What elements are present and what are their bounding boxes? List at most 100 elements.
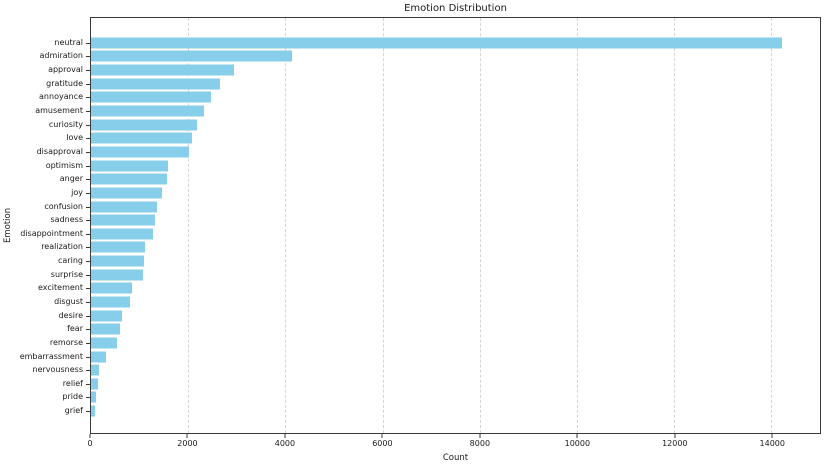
bar-row-joy: joy — [71, 186, 820, 200]
x-tick-label-10000: 10000 — [564, 439, 591, 448]
category-label-confusion: confusion — [44, 201, 83, 211]
bar-disappointment — [91, 228, 153, 240]
y-tick-mark — [86, 233, 90, 235]
bar-row-neutral: neutral — [54, 36, 820, 50]
bar-row-sadness: sadness — [51, 213, 820, 227]
y-tick-mark — [86, 301, 90, 303]
category-label-fear: fear — [67, 324, 83, 334]
y-tick-mark — [86, 124, 90, 126]
gridline — [285, 18, 287, 433]
bar-row-fear: fear — [67, 322, 820, 336]
y-tick-mark — [86, 138, 90, 140]
gridlines-layer — [91, 18, 820, 433]
bar-embarrassment — [91, 351, 106, 363]
x-tick-label-6000: 6000 — [372, 439, 393, 448]
category-label-joy: joy — [71, 187, 83, 197]
bar-row-love: love — [66, 131, 820, 145]
category-label-nervousness: nervousness — [32, 365, 83, 375]
category-label-disapproval: disapproval — [36, 146, 83, 156]
category-label-gratitude: gratitude — [46, 78, 83, 88]
bars-layer: neutral admiration approval gratitude annoya… — [20, 18, 820, 433]
category-label-neutral: neutral — [54, 37, 83, 47]
plot-area: neutral admiration approval gratitude annoya… — [20, 17, 821, 434]
gridline — [577, 18, 578, 433]
y-tick-mark — [86, 192, 90, 194]
y-tick-mark — [86, 111, 90, 113]
x-axis-label: Count — [442, 453, 469, 463]
bar-row-realization: realization — [41, 241, 820, 255]
bar-row-embarrassment: embarrassment — [20, 350, 820, 364]
bar-row-excitement: excitement — [38, 282, 820, 296]
category-label-pride: pride — [62, 392, 83, 402]
category-label-anger: anger — [59, 174, 83, 184]
bar-admiration — [91, 50, 292, 62]
y-axis-label: Emotion — [3, 207, 13, 244]
y-tick-mark — [86, 288, 90, 290]
bar-row-disgust: disgust — [54, 295, 820, 309]
category-label-optimism: optimism — [45, 160, 83, 170]
gridline — [771, 18, 773, 433]
y-tick-mark — [86, 70, 90, 72]
category-label-grief: grief — [64, 406, 83, 416]
bar-anger — [91, 173, 168, 185]
y-tick-mark — [86, 97, 90, 99]
x-tick-mark — [576, 434, 578, 438]
y-tick-mark — [86, 397, 90, 399]
x-tick-mark — [89, 434, 91, 438]
bar-row-desire: desire — [59, 309, 820, 323]
x-tick-mark — [186, 434, 188, 438]
bar-row-disappointment: disappointment — [20, 227, 820, 241]
category-label-caring: caring — [58, 256, 83, 266]
category-label-sadness: sadness — [50, 215, 83, 225]
bar-row-approval: approval — [48, 63, 820, 77]
y-tick-mark — [86, 165, 90, 167]
category-label-annoyance: annoyance — [39, 92, 83, 102]
bar-amusement — [91, 105, 205, 117]
bar-caring — [91, 255, 144, 267]
y-tick-mark — [86, 356, 90, 358]
y-tick-mark — [86, 151, 90, 153]
bar-row-grief: grief — [65, 404, 820, 418]
bar-row-optimism: optimism — [46, 159, 820, 173]
y-tick-mark — [86, 56, 90, 58]
category-label-desire: desire — [58, 310, 83, 320]
gridline — [382, 18, 384, 433]
bar-relief — [91, 378, 99, 390]
category-label-disappointment: disappointment — [20, 228, 83, 238]
bar-nervousness — [91, 364, 99, 376]
x-tick-mark — [381, 434, 383, 438]
x-tick-mark — [771, 434, 773, 438]
y-tick-mark — [86, 370, 90, 372]
bar-remorse — [91, 337, 118, 349]
bar-gratitude — [91, 78, 221, 90]
bar-row-annoyance: annoyance — [39, 91, 820, 105]
y-tick-mark — [86, 42, 90, 44]
category-label-embarrassment: embarrassment — [19, 351, 83, 361]
x-tick-label-12000: 12000 — [662, 439, 688, 448]
category-label-realization: realization — [41, 242, 83, 252]
bar-excitement — [91, 282, 133, 294]
x-axis: 0 2000 4000 6000 8000 10000 12000 14000 — [87, 434, 821, 454]
bar-optimism — [91, 160, 168, 172]
gridline — [674, 18, 676, 433]
bar-fear — [91, 323, 120, 335]
y-tick-mark — [86, 329, 90, 331]
bar-row-relief: relief — [63, 377, 820, 391]
bar-row-disapproval: disapproval — [37, 145, 820, 159]
category-label-admiration: admiration — [39, 51, 83, 61]
bar-pride — [91, 391, 97, 403]
x-tick-label-0: 0 — [87, 439, 93, 448]
bar-realization — [91, 241, 145, 253]
category-label-surprise: surprise — [50, 269, 83, 279]
gridline — [479, 18, 481, 433]
y-tick-mark — [86, 274, 90, 276]
x-tick-mark — [479, 434, 481, 438]
y-tick-mark — [86, 179, 90, 181]
bar-row-anger: anger — [60, 172, 820, 186]
bar-row-confusion: confusion — [44, 200, 820, 214]
category-label-approval: approval — [48, 65, 83, 75]
bar-annoyance — [91, 91, 212, 103]
bar-disgust — [91, 296, 130, 308]
bar-row-admiration: admiration — [39, 50, 820, 64]
